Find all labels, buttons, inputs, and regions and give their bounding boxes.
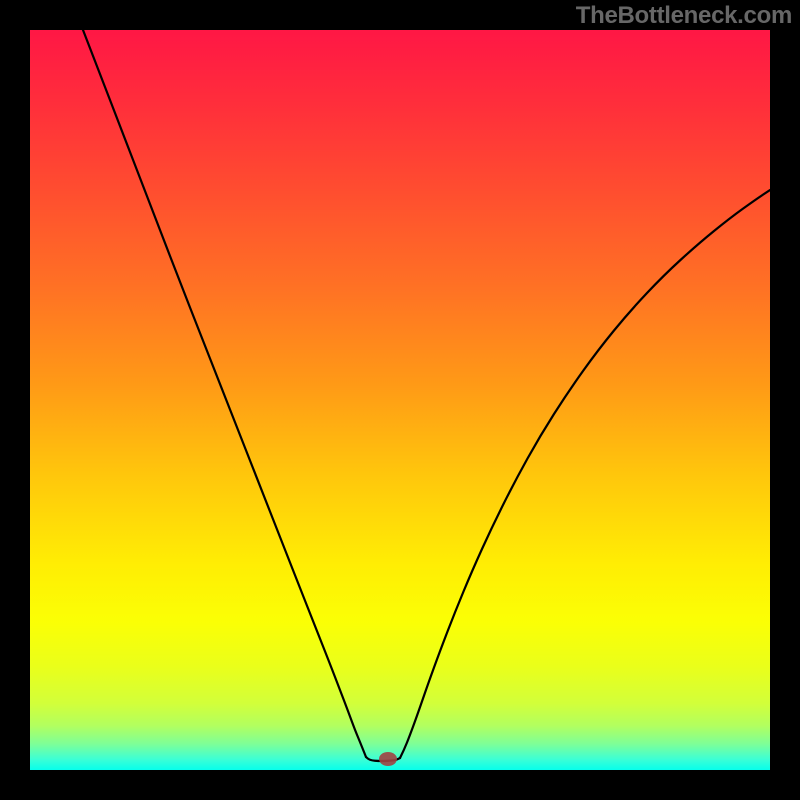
curve-right-branch — [400, 190, 770, 758]
watermark-text: TheBottleneck.com — [576, 2, 792, 30]
bottleneck-curve — [30, 30, 770, 770]
curve-left-branch — [83, 30, 366, 757]
plot-area — [30, 30, 770, 770]
optimum-marker — [379, 752, 397, 766]
chart-frame: TheBottleneck.com — [0, 0, 800, 800]
